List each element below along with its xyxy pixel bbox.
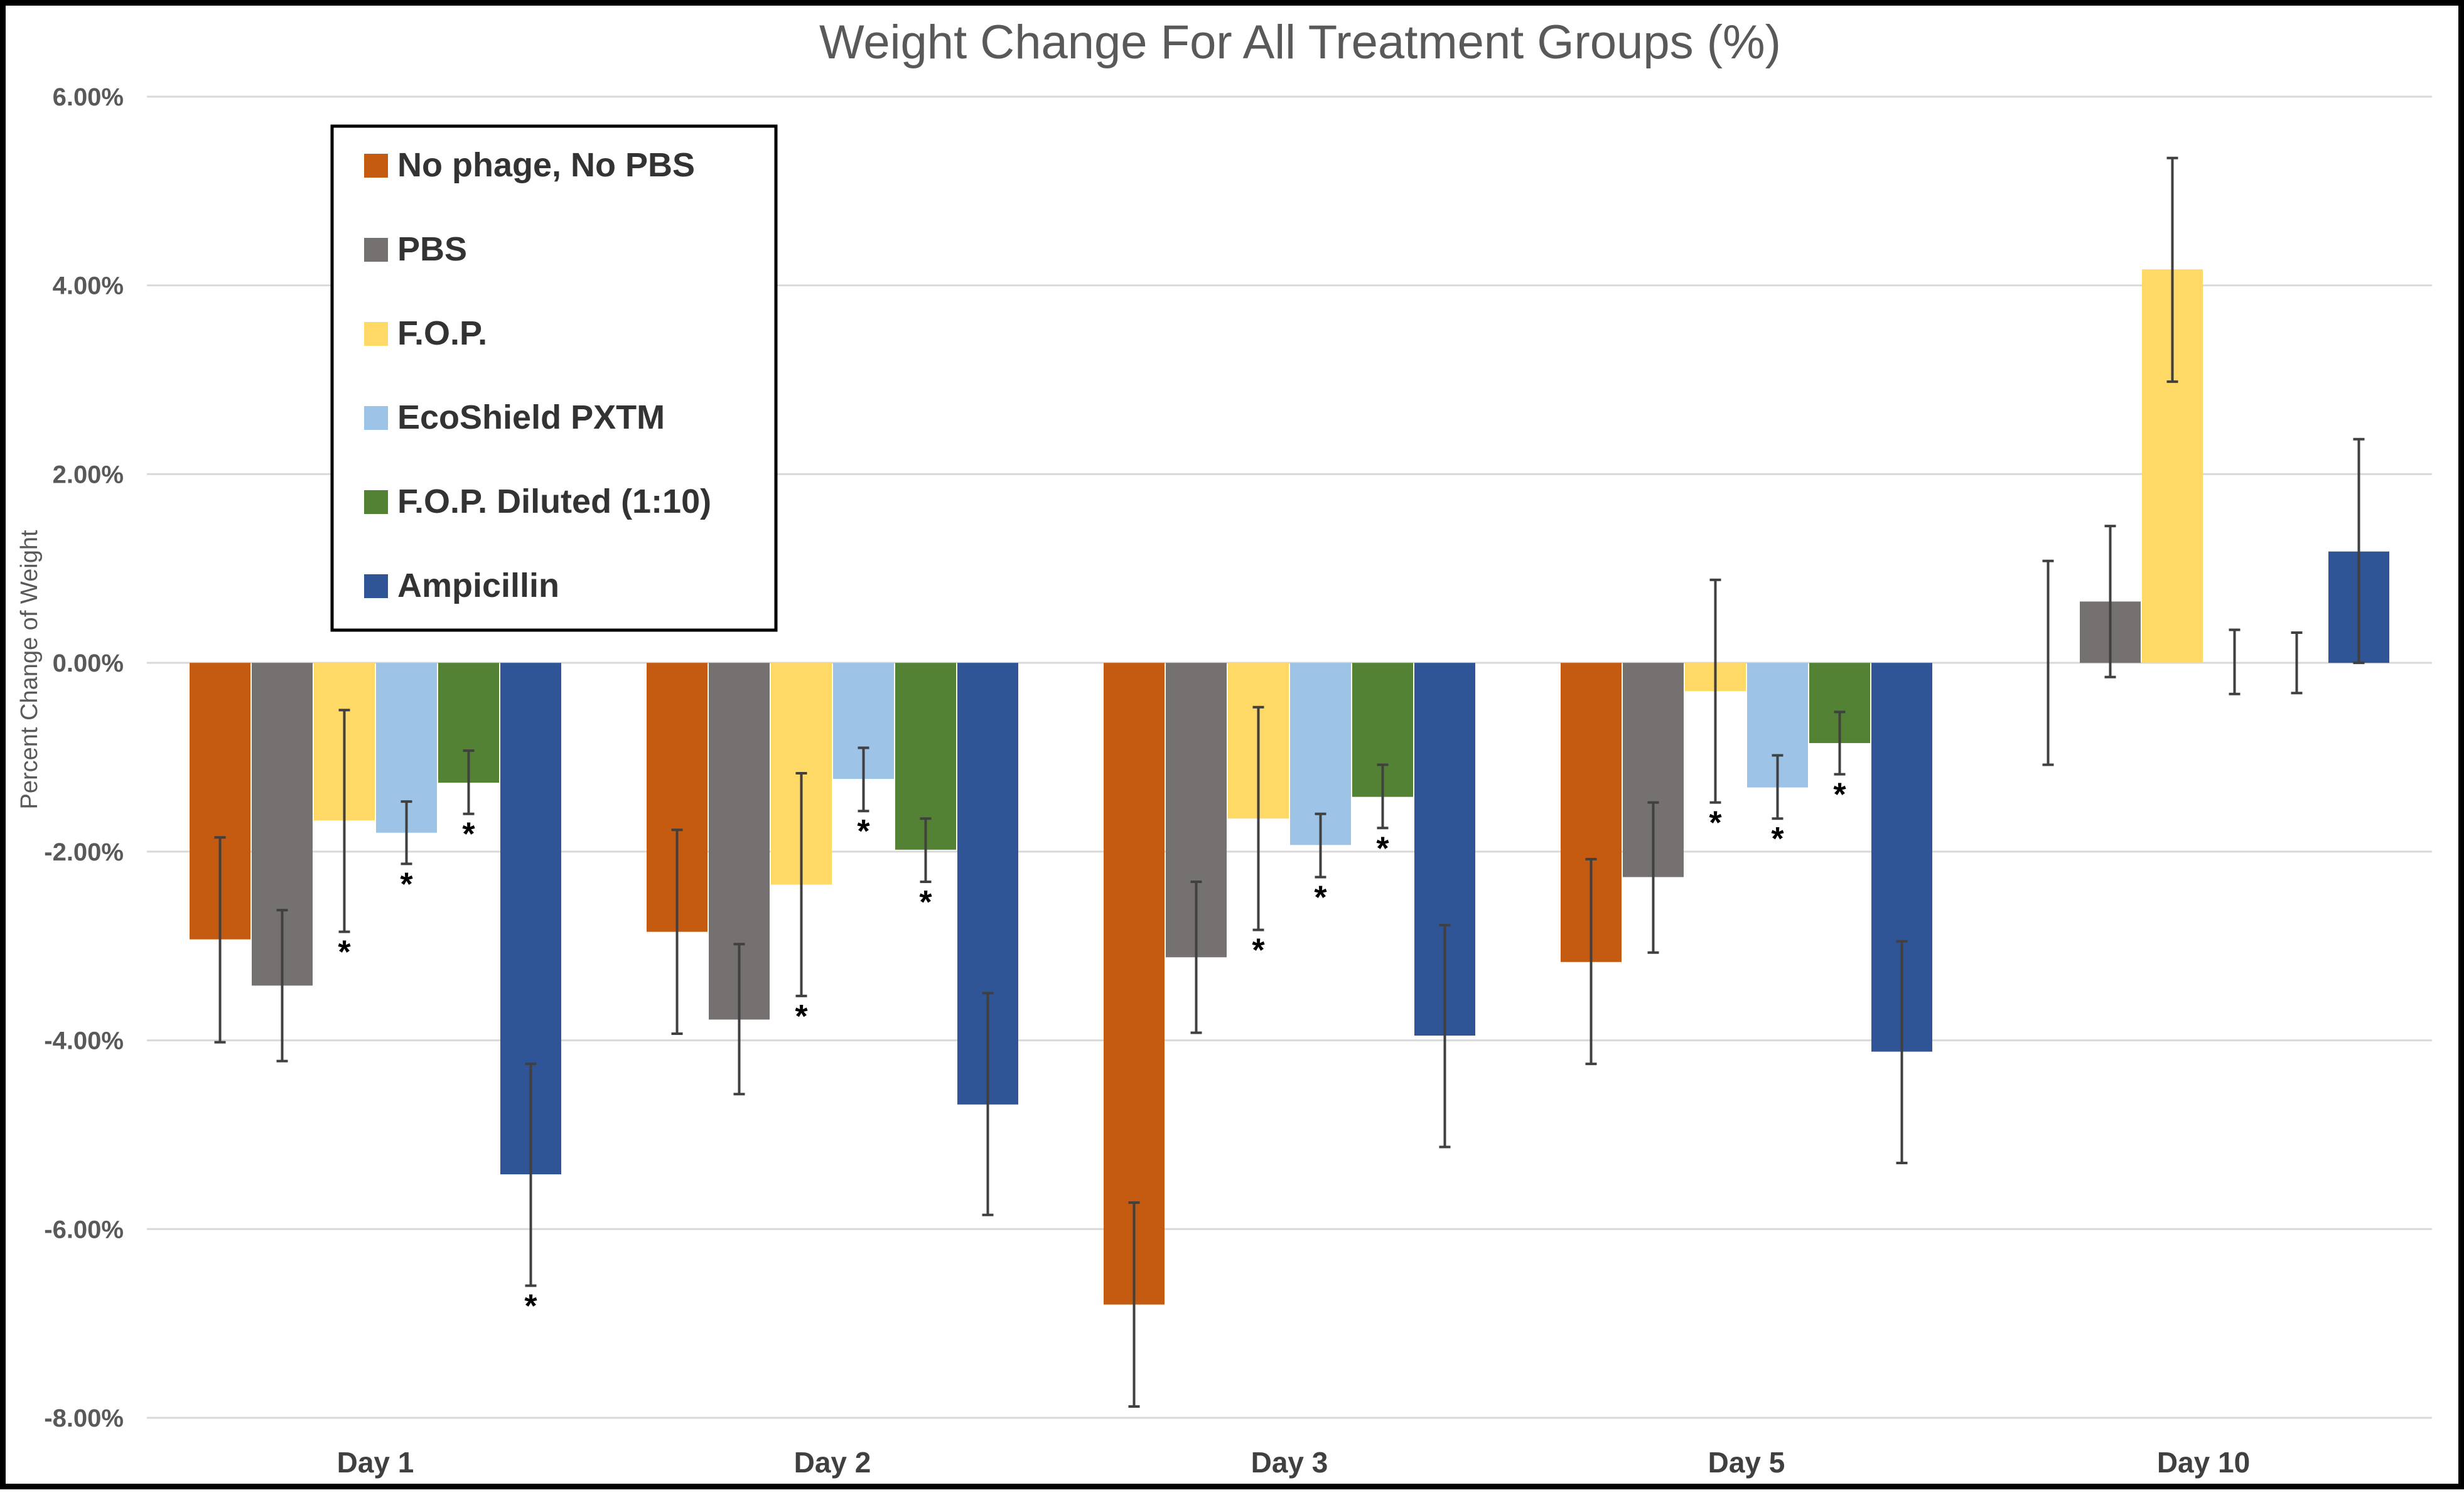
significance-markers: * * * * * * * * * * * * * xyxy=(338,777,1846,1325)
legend-box xyxy=(330,124,778,632)
legend-label: No phage, No PBS xyxy=(397,146,695,184)
bar xyxy=(1104,663,1165,1305)
legend-swatch xyxy=(364,322,388,346)
y-tick-label: -8.00% xyxy=(44,1405,124,1432)
legend-swatch xyxy=(364,490,388,514)
y-axis-ticks: 6.00% 4.00% 2.00% 0.00% -2.00% -4.00% -6.00% -8… xyxy=(44,83,124,1432)
chart-title: Weight Change For All Treatment Groups (… xyxy=(819,16,1781,69)
legend-label: F.O.P. Diluted (1:10) xyxy=(397,483,711,520)
x-axis-labels: Day 1 Day 2 Day 3 Day 5 Day 10 xyxy=(337,1446,2251,1479)
y-tick-label: 6.00% xyxy=(53,83,124,111)
y-axis-label: Percent Change of Weight xyxy=(16,530,43,809)
x-tick-label: Day 10 xyxy=(2157,1446,2250,1479)
bar-chart: Weight Change For All Treatment Groups (… xyxy=(16,16,2432,1479)
y-tick-label: 2.00% xyxy=(53,461,124,488)
x-tick-label: Day 2 xyxy=(794,1446,871,1479)
significance-star: * xyxy=(400,866,413,903)
significance-star: * xyxy=(1833,777,1846,813)
significance-star: * xyxy=(1252,933,1265,969)
legend: No phage, No PBS PBS F.O.P. EcoShield PXTM F… xyxy=(330,124,778,632)
bar-series xyxy=(190,269,2389,1305)
significance-star: * xyxy=(462,817,475,853)
x-tick-label: Day 5 xyxy=(1708,1446,1785,1479)
significance-star: * xyxy=(1771,821,1784,857)
y-tick-label: -6.00% xyxy=(44,1216,124,1243)
significance-star: * xyxy=(919,884,932,921)
legend-swatch xyxy=(364,154,388,178)
y-tick-label: -2.00% xyxy=(44,839,124,866)
legend-swatch xyxy=(364,406,388,430)
legend-label: F.O.P. xyxy=(397,314,487,352)
legend-label: PBS xyxy=(397,230,467,268)
x-tick-label: Day 3 xyxy=(1251,1446,1328,1479)
y-tick-label: -4.00% xyxy=(44,1027,124,1055)
significance-star: * xyxy=(795,999,808,1035)
significance-star: * xyxy=(338,935,351,971)
legend-label: EcoShield PXTM xyxy=(397,399,665,436)
significance-star: * xyxy=(857,813,870,850)
legend-swatch xyxy=(364,574,388,598)
error-bars xyxy=(214,156,2365,1408)
x-tick-label: Day 1 xyxy=(337,1446,414,1479)
significance-star: * xyxy=(1376,830,1389,867)
significance-star: * xyxy=(1314,879,1327,916)
legend-swatch xyxy=(364,238,388,262)
y-tick-label: 0.00% xyxy=(53,650,124,677)
legend-label: Ampicillin xyxy=(397,567,559,604)
y-tick-label: 4.00% xyxy=(53,272,124,300)
significance-star: * xyxy=(524,1289,537,1325)
significance-star: * xyxy=(1709,805,1722,842)
legend-items: No phage, No PBS PBS F.O.P. EcoShield PXTM F… xyxy=(364,146,711,604)
